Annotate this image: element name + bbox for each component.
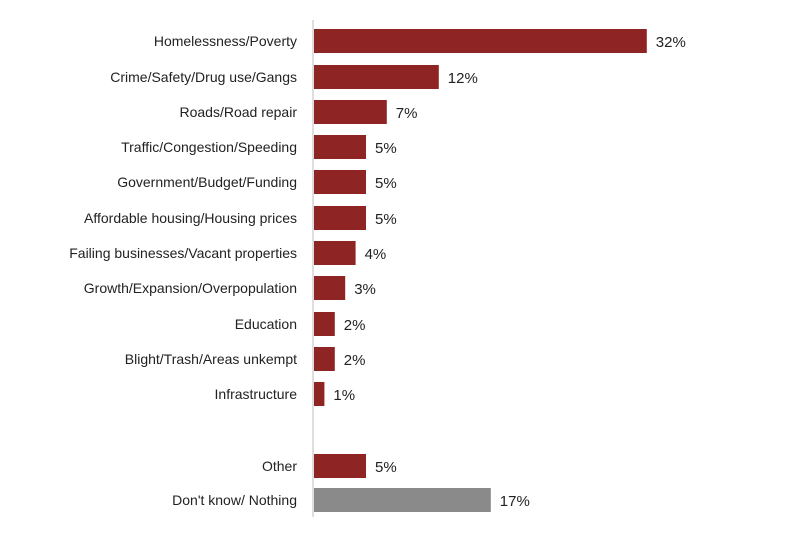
value-label-government-budget-funding: 5%	[375, 175, 397, 192]
value-labels-group: 32% 12% 7% 5% 5% 5% 4% 3% 2% 2% 1% 5% 17%	[333, 34, 685, 510]
category-label-roads-road-repair: Roads/Road repair	[179, 104, 297, 120]
category-labels-group: Homelessness/Poverty Crime/Safety/Drug us…	[69, 33, 297, 508]
bar-education	[314, 312, 335, 336]
category-label-crime-safety-drug-use-gangs: Crime/Safety/Drug use/Gangs	[110, 69, 297, 85]
category-label-don-t-know-nothing: Don't know/ Nothing	[172, 492, 297, 508]
bar-affordable-housing-housing-prices	[314, 206, 366, 230]
value-label-homelessness-poverty: 32%	[656, 34, 686, 51]
bar-traffic-congestion-speeding	[314, 135, 366, 159]
value-label-don-t-know-nothing: 17%	[500, 493, 530, 510]
category-label-affordable-housing-housing-prices: Affordable housing/Housing prices	[84, 210, 297, 226]
category-label-blight-trash-areas-unkempt: Blight/Trash/Areas unkempt	[125, 351, 297, 367]
value-label-roads-road-repair: 7%	[396, 105, 418, 122]
bar-blight-trash-areas-unkempt	[314, 347, 335, 371]
value-label-crime-safety-drug-use-gangs: 12%	[448, 70, 478, 87]
bars-group	[314, 29, 647, 512]
value-label-blight-trash-areas-unkempt: 2%	[344, 352, 366, 369]
bar-don-t-know-nothing	[314, 488, 491, 512]
bar-growth-expansion-overpopulation	[314, 276, 346, 300]
category-label-failing-businesses-vacant-properties: Failing businesses/Vacant properties	[69, 245, 297, 261]
value-label-infrastructure: 1%	[333, 387, 355, 404]
category-label-infrastructure: Infrastructure	[215, 386, 298, 402]
bar-failing-businesses-vacant-properties	[314, 241, 356, 265]
category-label-traffic-congestion-speeding: Traffic/Congestion/Speeding	[121, 139, 297, 155]
bar-infrastructure	[314, 382, 325, 406]
category-label-government-budget-funding: Government/Budget/Funding	[117, 174, 297, 190]
bar-roads-road-repair	[314, 100, 387, 124]
category-label-education: Education	[235, 316, 297, 332]
bar-crime-safety-drug-use-gangs	[314, 65, 439, 89]
value-label-other: 5%	[375, 459, 397, 476]
bar-homelessness-poverty	[314, 29, 647, 53]
value-label-education: 2%	[344, 317, 366, 334]
value-label-growth-expansion-overpopulation: 3%	[354, 281, 376, 298]
category-label-homelessness-poverty: Homelessness/Poverty	[154, 33, 297, 49]
category-label-growth-expansion-overpopulation: Growth/Expansion/Overpopulation	[84, 280, 297, 296]
value-label-failing-businesses-vacant-properties: 4%	[365, 246, 387, 263]
category-label-other: Other	[262, 458, 297, 474]
bar-other	[314, 454, 366, 478]
bar-government-budget-funding	[314, 170, 366, 194]
value-label-traffic-congestion-speeding: 5%	[375, 140, 397, 157]
value-label-affordable-housing-housing-prices: 5%	[375, 211, 397, 228]
